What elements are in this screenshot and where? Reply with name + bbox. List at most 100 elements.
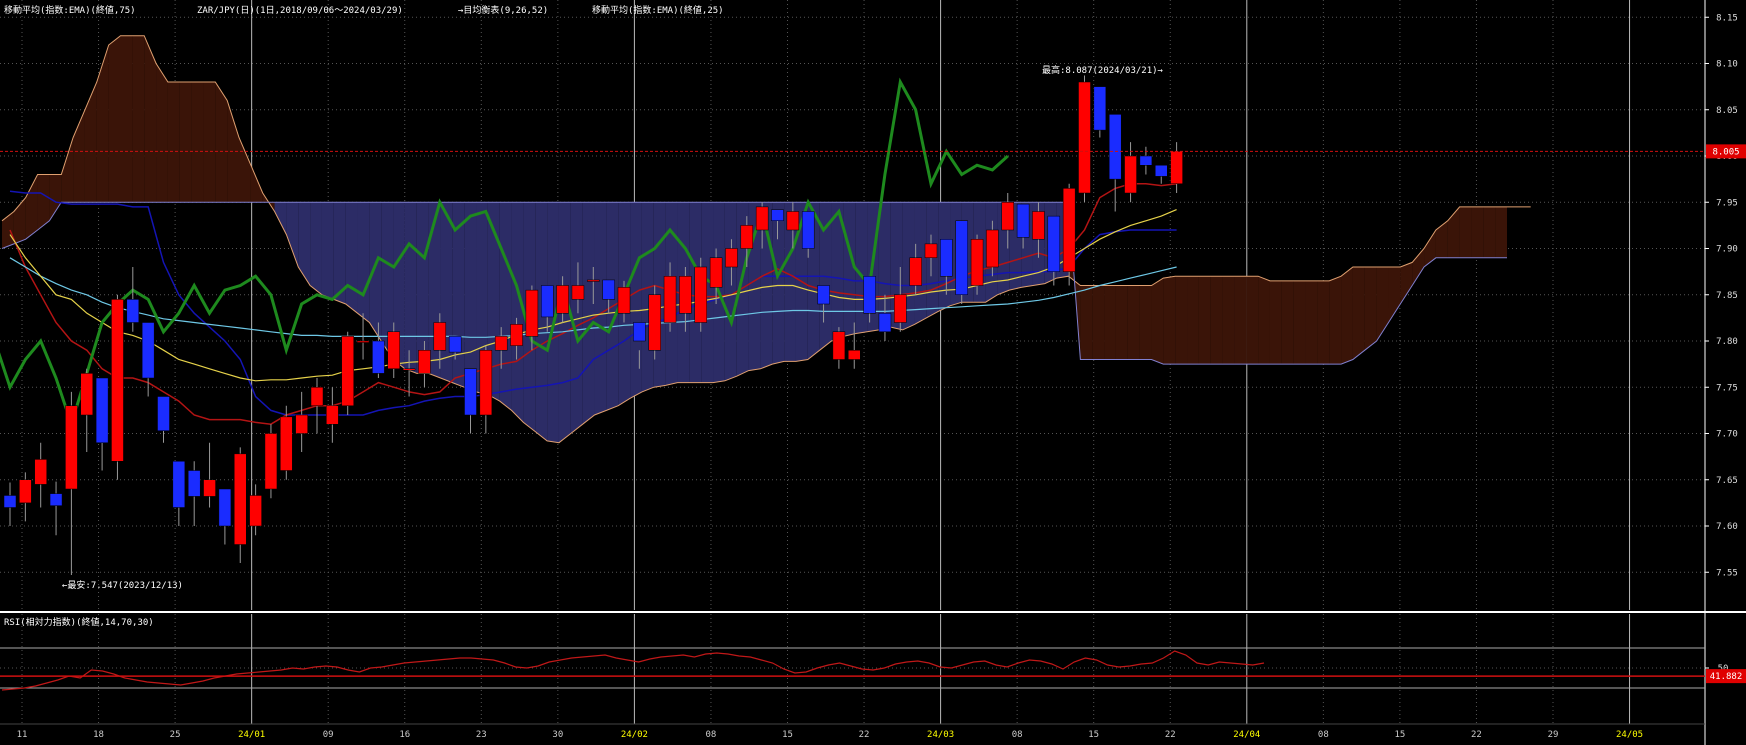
candle-body [878, 313, 892, 332]
ema75-label: 移動平均(指数:EMA)(終値,75) [4, 4, 136, 16]
candle-body [771, 209, 784, 221]
cloud-segment [1269, 280, 1282, 365]
x-tick-label: 24/01 [238, 730, 265, 740]
cloud-segment [1163, 276, 1176, 365]
x-tick-label: 25 [170, 730, 181, 740]
candle-body [832, 331, 846, 360]
ichimoku-label: →目均衡表(9,26,52) [458, 4, 548, 16]
cloud-segment [381, 202, 394, 360]
candle-body [49, 493, 63, 506]
candle-body [848, 350, 861, 360]
cloud-segment [1104, 285, 1116, 360]
date-axis: 11 18 25 24/01 09 16 23 30 24/02 08 15 22 24/03 08 15 2… [17, 730, 1644, 740]
cloud-segment [1222, 276, 1235, 365]
rsi-y-tick-label: 50 [1718, 664, 1729, 674]
x-tick-label: 22 [859, 730, 870, 740]
candle-body [418, 350, 431, 374]
candle-body [894, 294, 907, 323]
candle-body [1047, 215, 1061, 272]
cloud-segment [179, 82, 192, 203]
cloud-segment [831, 202, 844, 341]
cloud-segment [724, 202, 737, 381]
cloud-segment [1329, 276, 1342, 365]
candle-body [249, 495, 262, 527]
cloud-segment [333, 202, 346, 304]
cloud-segment [594, 202, 607, 415]
candle-body [34, 459, 47, 485]
cloud-segment [1317, 280, 1330, 365]
cloud-segment [1080, 285, 1093, 360]
senkou-span-b [1, 201, 1507, 365]
ema25-label: 移動平均(指数:EMA)(終値,25) [592, 4, 724, 16]
candle-body [1108, 114, 1122, 180]
current-price-value: 8.005 [1712, 147, 1739, 157]
candle-body [433, 322, 447, 351]
candle-body [863, 276, 876, 314]
high-annotation: 最高:8.087(2024/03/21)→ [1042, 64, 1164, 76]
candle-body [556, 285, 569, 314]
x-tick-label: 24/03 [927, 730, 954, 740]
candle-body [479, 350, 493, 416]
candle-body [786, 211, 800, 231]
x-tick-label: 09 [323, 730, 334, 740]
candle-body [280, 416, 293, 471]
candle-body [909, 257, 922, 286]
cloud-segment [630, 202, 642, 399]
cloud-segment [1092, 285, 1105, 360]
candle-body [111, 299, 124, 462]
cloud-segment [1175, 276, 1188, 365]
candle-body [510, 324, 523, 346]
cloud-segment [1115, 285, 1128, 360]
candle-body [172, 461, 186, 508]
candle-body [663, 276, 677, 323]
cloud-segment [37, 174, 50, 230]
candle-body [725, 248, 738, 268]
cloud-segment [499, 202, 512, 411]
cloud-segment [156, 63, 168, 203]
candle-body [310, 387, 324, 406]
candle-body [755, 206, 769, 231]
cloud-segment [1293, 280, 1306, 365]
x-tick-label: 08 [1012, 730, 1023, 740]
cloud-segment [535, 202, 548, 441]
cloud-segment [1234, 276, 1247, 365]
cloud-segment [1281, 280, 1294, 365]
cloud-segment [1459, 206, 1472, 258]
cloud-segment [310, 202, 322, 295]
y-tick-label: 7.80 [1716, 337, 1738, 347]
cloud-segment [464, 202, 477, 392]
cloud-segment [1258, 276, 1270, 365]
low-annotation: ←最安:7.547(2023/12/13) [62, 579, 183, 591]
cloud-segment [1210, 276, 1223, 365]
candle-body [970, 239, 984, 286]
x-tick-label: 16 [399, 730, 410, 740]
cloud-segment [1435, 220, 1448, 258]
cloud-segment [203, 82, 216, 203]
candle-body [464, 368, 477, 416]
candlesticks [3, 75, 1183, 576]
y-tick-label: 7.90 [1716, 245, 1738, 255]
candle-body [234, 453, 247, 545]
cloud-segment [286, 202, 299, 267]
candle-body [387, 331, 400, 369]
cloud-segment [1352, 267, 1365, 360]
cloud-segment [132, 35, 145, 203]
cloud-segment [416, 202, 429, 374]
y-tick-label: 8.15 [1716, 13, 1738, 23]
cloud-segment [1400, 262, 1413, 304]
candle-body [1124, 155, 1137, 194]
candle-body [356, 340, 370, 343]
candle-body [448, 336, 462, 353]
cloud-segment [298, 202, 311, 286]
candle-body [1016, 203, 1030, 238]
cloud-segment [73, 109, 85, 203]
candle-body [602, 279, 615, 300]
x-tick-label: 15 [782, 730, 793, 740]
candle-body [1001, 202, 1014, 231]
candle-body [633, 322, 646, 342]
candle-body [740, 225, 754, 249]
candle-body [126, 299, 140, 323]
cloud-segment [250, 165, 263, 203]
y-tick-label: 7.60 [1716, 522, 1738, 532]
candle-body [1155, 165, 1168, 177]
